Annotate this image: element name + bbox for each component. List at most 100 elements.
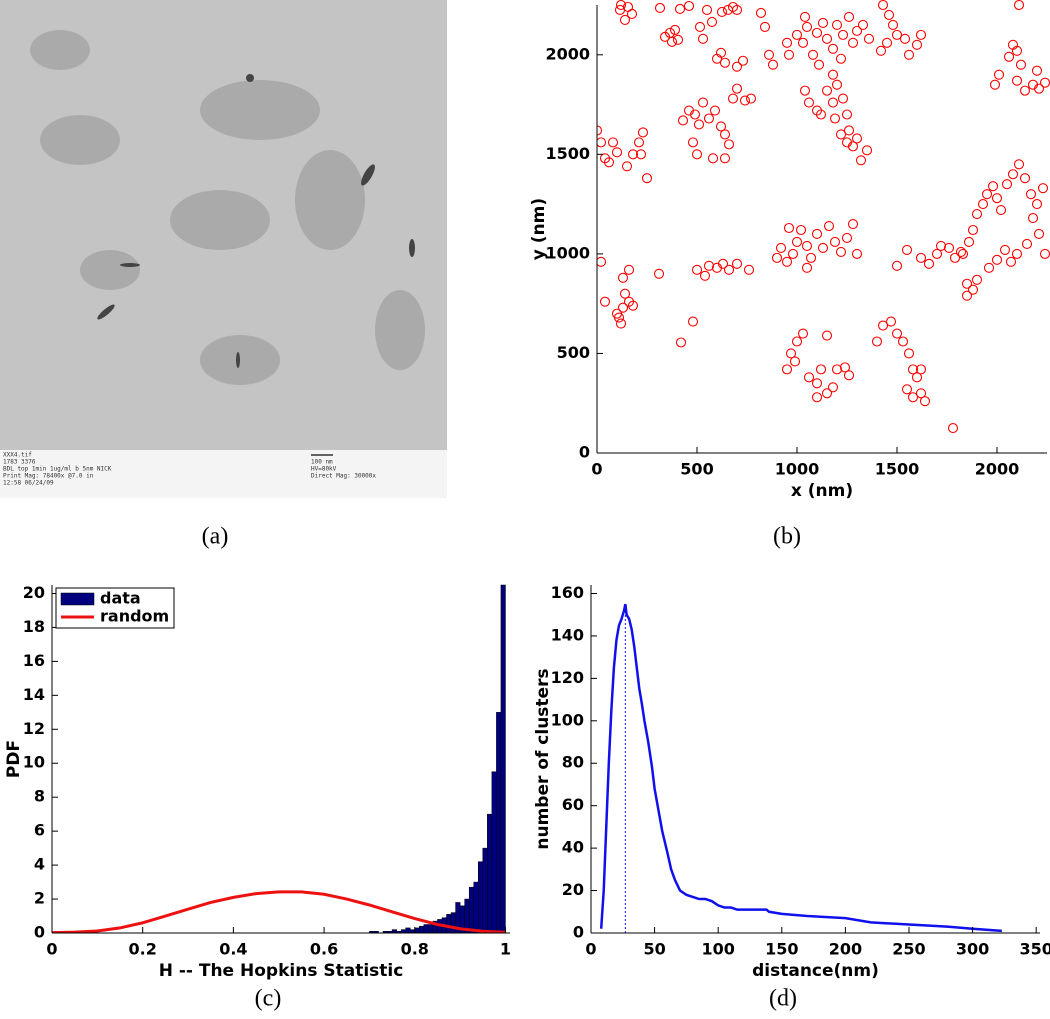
- point: [803, 97, 815, 108]
- point: [807, 49, 819, 60]
- point: [617, 302, 629, 313]
- point: [781, 256, 793, 267]
- point: [781, 37, 793, 48]
- point: [1031, 199, 1043, 210]
- caption: (b): [773, 524, 801, 550]
- bar: [400, 929, 406, 933]
- point: [831, 19, 843, 30]
- point: [891, 328, 903, 339]
- point: [899, 33, 911, 44]
- y-axis-label: number of clusters: [533, 668, 553, 849]
- image-label: BDL top 1min 1ug/ml b 5nm NICK: [3, 466, 112, 473]
- point: [633, 137, 645, 148]
- point: [999, 244, 1011, 255]
- point: [995, 205, 1007, 216]
- point: [981, 189, 993, 200]
- y-tick-label: 0: [573, 923, 584, 942]
- point: [654, 2, 666, 14]
- point: [827, 382, 839, 393]
- point: [803, 372, 815, 383]
- point: [835, 129, 847, 140]
- y-tick-label: 14: [23, 685, 45, 704]
- point: [957, 248, 969, 259]
- point: [901, 384, 913, 395]
- y-tick-label: 20: [23, 583, 45, 602]
- point: [967, 284, 979, 295]
- point: [723, 264, 735, 275]
- point: [993, 69, 1005, 80]
- point: [1037, 183, 1049, 194]
- point: [619, 14, 631, 25]
- point: [635, 149, 647, 160]
- point: [767, 59, 779, 70]
- point: [1011, 45, 1023, 56]
- point: [1031, 65, 1043, 76]
- y-tick-label: 8: [34, 787, 45, 806]
- point: [619, 288, 631, 299]
- point: [797, 328, 809, 339]
- point: [1019, 173, 1031, 184]
- image-label: 1783 3376: [3, 459, 36, 466]
- y-axis-label: y (nm): [529, 198, 549, 260]
- point: [915, 388, 927, 399]
- point: [731, 83, 743, 94]
- point: [821, 33, 833, 44]
- point: [887, 19, 899, 30]
- bar: [491, 771, 497, 933]
- x-tick-label: 0: [585, 940, 596, 959]
- point: [915, 29, 927, 40]
- point: [977, 199, 989, 210]
- y-tick-label: 1000: [545, 243, 590, 262]
- point: [907, 392, 919, 403]
- bar: [446, 914, 452, 933]
- point: [797, 37, 809, 48]
- point: [697, 33, 709, 44]
- y-tick-label: 140: [551, 625, 584, 644]
- point: [789, 356, 801, 367]
- y-tick-label: 12: [23, 719, 45, 738]
- point: [907, 364, 919, 375]
- point: [935, 240, 947, 251]
- point: [787, 248, 799, 259]
- x-axis-label: H -- The Hopkins Statistic: [159, 961, 404, 981]
- point: [971, 274, 983, 285]
- point: [739, 95, 751, 106]
- point: [901, 244, 913, 255]
- plot-area: [52, 584, 506, 933]
- point: [783, 222, 795, 234]
- point: [827, 43, 839, 54]
- legend-swatch: [60, 592, 95, 606]
- image-label: HV=80kV: [311, 466, 337, 473]
- point: [615, 0, 627, 11]
- point: [829, 236, 841, 247]
- legend-label: data: [100, 589, 141, 608]
- y-tick-label: 10: [23, 753, 45, 772]
- point: [719, 153, 731, 164]
- x-tick-label: 0.4: [219, 940, 247, 959]
- chart: 0 50 100 150 200 250 300 350 0 20 40 60 80 100 120 140 1…: [533, 583, 1050, 1012]
- y-tick-label: 40: [562, 838, 584, 857]
- point: [653, 268, 665, 279]
- point: [1033, 228, 1045, 240]
- micrograph-info-strip: [0, 450, 447, 498]
- point: [851, 25, 863, 36]
- x-tick-label: 0.6: [310, 940, 338, 959]
- point: [637, 127, 649, 138]
- point: [983, 262, 995, 273]
- y-tick-label: 20: [562, 880, 584, 899]
- x-tick-label: 200: [829, 940, 862, 959]
- point: [989, 79, 1001, 90]
- point: [891, 260, 903, 271]
- point: [851, 133, 863, 144]
- point: [607, 137, 619, 148]
- y-tick-label: 6: [34, 821, 45, 840]
- x-tick-label: 2000: [975, 460, 1020, 479]
- point: [672, 34, 684, 45]
- point: [811, 27, 823, 38]
- point: [603, 157, 615, 168]
- point: [1019, 85, 1031, 96]
- point: [911, 372, 923, 383]
- point: [835, 53, 847, 64]
- point: [875, 45, 887, 56]
